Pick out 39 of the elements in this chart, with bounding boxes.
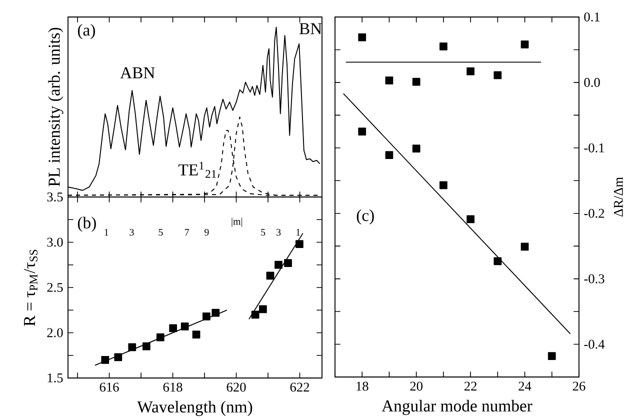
y-axis-title: PL intensity (arb. units) bbox=[48, 28, 64, 186]
annotation: 5 bbox=[158, 228, 163, 236]
x-tick-label: 22 bbox=[464, 382, 476, 391]
x-tick-label: 24 bbox=[518, 382, 532, 391]
y-tick-label: -0.1 bbox=[584, 143, 604, 152]
annotation: (a) bbox=[78, 24, 95, 40]
annotation: 3 bbox=[130, 228, 134, 236]
annotation: 9 bbox=[204, 228, 209, 236]
x-axis-title: Angular mode number bbox=[382, 400, 532, 416]
y-tick-label: 0.0 bbox=[584, 78, 600, 87]
annotation: 1 bbox=[104, 228, 108, 236]
annotation: |m| bbox=[232, 218, 242, 227]
annotation: (b) bbox=[78, 216, 96, 232]
x-tick-label: 622 bbox=[290, 382, 310, 392]
y-tick-label: -0.4 bbox=[584, 340, 605, 349]
x-tick-label: 20 bbox=[410, 382, 422, 391]
y-tick-label: 3.0 bbox=[47, 238, 63, 247]
x-tick-label: 618 bbox=[163, 382, 182, 392]
x-tick-label: 26 bbox=[572, 382, 586, 391]
x-axis-title: Wavelength (nm) bbox=[137, 400, 252, 416]
y-tick-label: 3.5 bbox=[47, 192, 63, 202]
y-tick-label: 2.0 bbox=[47, 328, 63, 338]
x-tick-label: 18 bbox=[356, 382, 368, 391]
annotation: ABN bbox=[120, 67, 155, 78]
y-tick-label: 0.1 bbox=[584, 12, 600, 22]
y-axis-title: R = τ$_{PM}$/τ$_{SS}$ bbox=[24, 250, 38, 326]
annotation: TE$^{1}$21 bbox=[178, 162, 216, 178]
y-tick-label: 1.5 bbox=[48, 373, 63, 382]
x-tick-label: 620 bbox=[226, 382, 246, 392]
y-tick-label: 2.5 bbox=[47, 282, 63, 292]
x-tick-label: 616 bbox=[100, 382, 119, 392]
annotation: (c) bbox=[356, 209, 374, 225]
y-axis-title: ΔR/Δm bbox=[614, 177, 623, 217]
annotation: 1 bbox=[296, 228, 300, 236]
annotation: 7 bbox=[185, 229, 190, 236]
annotation: 5 bbox=[261, 228, 266, 236]
annotation: 3 bbox=[276, 228, 281, 236]
y-tick-label: -0.3 bbox=[584, 274, 604, 284]
y-tick-label: -0.2 bbox=[584, 208, 604, 218]
